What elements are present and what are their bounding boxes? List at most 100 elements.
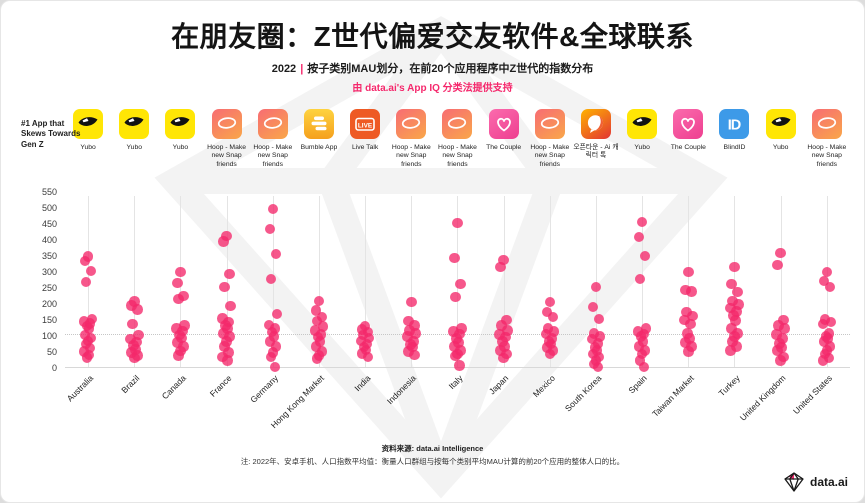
svg-text:LIVE: LIVE xyxy=(358,122,373,129)
country-column-united-states: United States xyxy=(791,192,850,416)
country-column-japan: Japan xyxy=(481,192,527,396)
data-point xyxy=(683,346,694,357)
data-point xyxy=(731,341,742,352)
data-point xyxy=(172,277,183,289)
app-cell: Bumble App xyxy=(296,109,342,169)
data-point xyxy=(685,318,696,330)
data-point xyxy=(590,281,602,293)
page-title: 在朋友圈：Z世代偏爱交友软件&全球联系 xyxy=(171,21,694,52)
data-point xyxy=(79,255,91,267)
hoop-app-icon xyxy=(811,109,842,139)
data-point xyxy=(825,316,837,328)
data-point xyxy=(729,261,740,273)
y-axis-tick: 300 xyxy=(41,267,57,277)
data-point xyxy=(225,300,236,312)
app-name-label: Hoop - Make new Snap friends xyxy=(253,144,293,168)
data-point xyxy=(772,345,783,356)
y-axis-tick: 450 xyxy=(41,219,57,229)
data-point xyxy=(85,265,97,277)
app-name-label: Live Talk xyxy=(351,144,379,151)
app-cell: ID BlindID xyxy=(711,109,757,169)
hoop-app-icon xyxy=(257,109,288,139)
source-label: 资料来源: xyxy=(381,444,415,453)
app-icons-strip: Yubo Yubo Yubo Hoop - Make new Snap friends… xyxy=(65,109,850,169)
data-point xyxy=(127,318,138,330)
data-point xyxy=(773,320,784,331)
app-name-label: BlindID xyxy=(723,144,746,151)
data-point xyxy=(726,278,737,290)
data-point xyxy=(455,278,466,290)
app-name-label: Hoop - Make new Snap friends xyxy=(391,144,431,168)
x-axis-label: United States xyxy=(790,373,834,417)
app-cell: Hoop - Make new Snap friends xyxy=(204,109,250,169)
diamond-logo-icon xyxy=(784,472,804,492)
y-axis-tick: 100 xyxy=(41,331,57,341)
y-axis-tick: 350 xyxy=(41,251,57,261)
app-name-label: Bumble App xyxy=(300,144,338,151)
gridline xyxy=(134,196,136,367)
country-column-germany: Germany xyxy=(248,192,296,405)
app-cell: Yubo xyxy=(65,109,111,169)
data-point xyxy=(218,236,229,247)
app-cell: Yubo xyxy=(157,109,203,169)
footer: 资料来源: data.ai Intelligence 注: 2022年、安卓手机… xyxy=(1,443,864,467)
data-point xyxy=(686,286,697,297)
y-axis-tick: 0 xyxy=(51,363,57,373)
x-axis-label: Australia xyxy=(64,373,96,404)
subtitle: 2022 | 按子类别MAU划分，在前20个应用程序中Z世代的指数分布 xyxy=(1,60,864,76)
plot-area: Australia Brazil Canada France Germany Hong K… xyxy=(65,192,850,430)
top-apps-row: #1 App that Skews Towards Gen Z Yubo Yubo… xyxy=(21,109,850,181)
app-name-label: The Couple xyxy=(486,144,522,151)
footnote: 注: 2022年、安卓手机、人口指数平均值：衡量人口群组与按每个类别平均MAU计… xyxy=(240,457,625,466)
couple-app-icon xyxy=(673,109,704,139)
livetalk-app-icon: LIVE xyxy=(350,109,381,139)
country-column-india: India xyxy=(342,192,388,393)
data-point xyxy=(823,352,835,364)
x-axis-label: Italy xyxy=(446,373,465,392)
country-column-united-kingdom: United Kingdom xyxy=(738,192,804,423)
app-name-label: Hoop - Make new Snap friends xyxy=(207,144,247,168)
data-point xyxy=(638,361,650,373)
data-point xyxy=(817,318,829,330)
data-point xyxy=(639,250,651,262)
app-cell: Hoop - Make new Snap friends xyxy=(388,109,434,169)
source-line: 资料来源: data.ai Intelligence xyxy=(1,443,864,454)
data-point xyxy=(129,352,140,364)
x-axis-label: Germany xyxy=(248,373,280,405)
y-axis: 550 500 450 400 350 300 250 200 150 100 50 0 xyxy=(23,187,57,373)
data-point xyxy=(772,259,783,271)
subtitle-divider: | xyxy=(300,63,304,75)
data-point xyxy=(824,281,836,293)
data-point xyxy=(125,333,136,345)
data-point xyxy=(219,281,230,293)
app-cell: Yubo xyxy=(619,109,665,169)
data-point xyxy=(173,293,184,305)
data-point xyxy=(498,352,509,364)
x-axis-label: Canada xyxy=(159,373,188,402)
app-cell: Yubo xyxy=(758,109,804,169)
strip-plot-chart: 550 500 450 400 350 300 250 200 150 100 50 0 Austra… xyxy=(23,187,850,430)
subtitle-text: 按子类别MAU划分，在前20个应用程序中Z世代的指数分布 xyxy=(307,63,594,75)
data-point xyxy=(222,355,233,366)
app-name-label: Yubo xyxy=(126,144,143,151)
data-point xyxy=(454,360,465,371)
apps-row-label: #1 App that Skews Towards Gen Z xyxy=(21,119,81,149)
y-axis-tick: 500 xyxy=(41,203,57,213)
yubo-app-icon xyxy=(765,109,796,139)
brand-name: data.ai xyxy=(809,475,848,489)
country-column-hong-kong-market: Hong Kong Market xyxy=(269,192,342,430)
data-point xyxy=(269,361,281,373)
data-point xyxy=(547,311,559,323)
country-column-south-korea: South Korea xyxy=(563,192,619,413)
x-axis-label: South Korea xyxy=(562,373,604,414)
data-point xyxy=(730,315,741,326)
data-point xyxy=(778,314,789,326)
data-point xyxy=(362,351,374,363)
data-point xyxy=(771,329,782,340)
data-point xyxy=(593,313,605,325)
yubo-app-icon xyxy=(165,109,196,139)
y-axis-tick: 250 xyxy=(41,283,57,293)
data-point xyxy=(271,308,283,320)
app-cell: Hoop - Make new Snap friends xyxy=(804,109,850,169)
data-point xyxy=(726,323,737,334)
